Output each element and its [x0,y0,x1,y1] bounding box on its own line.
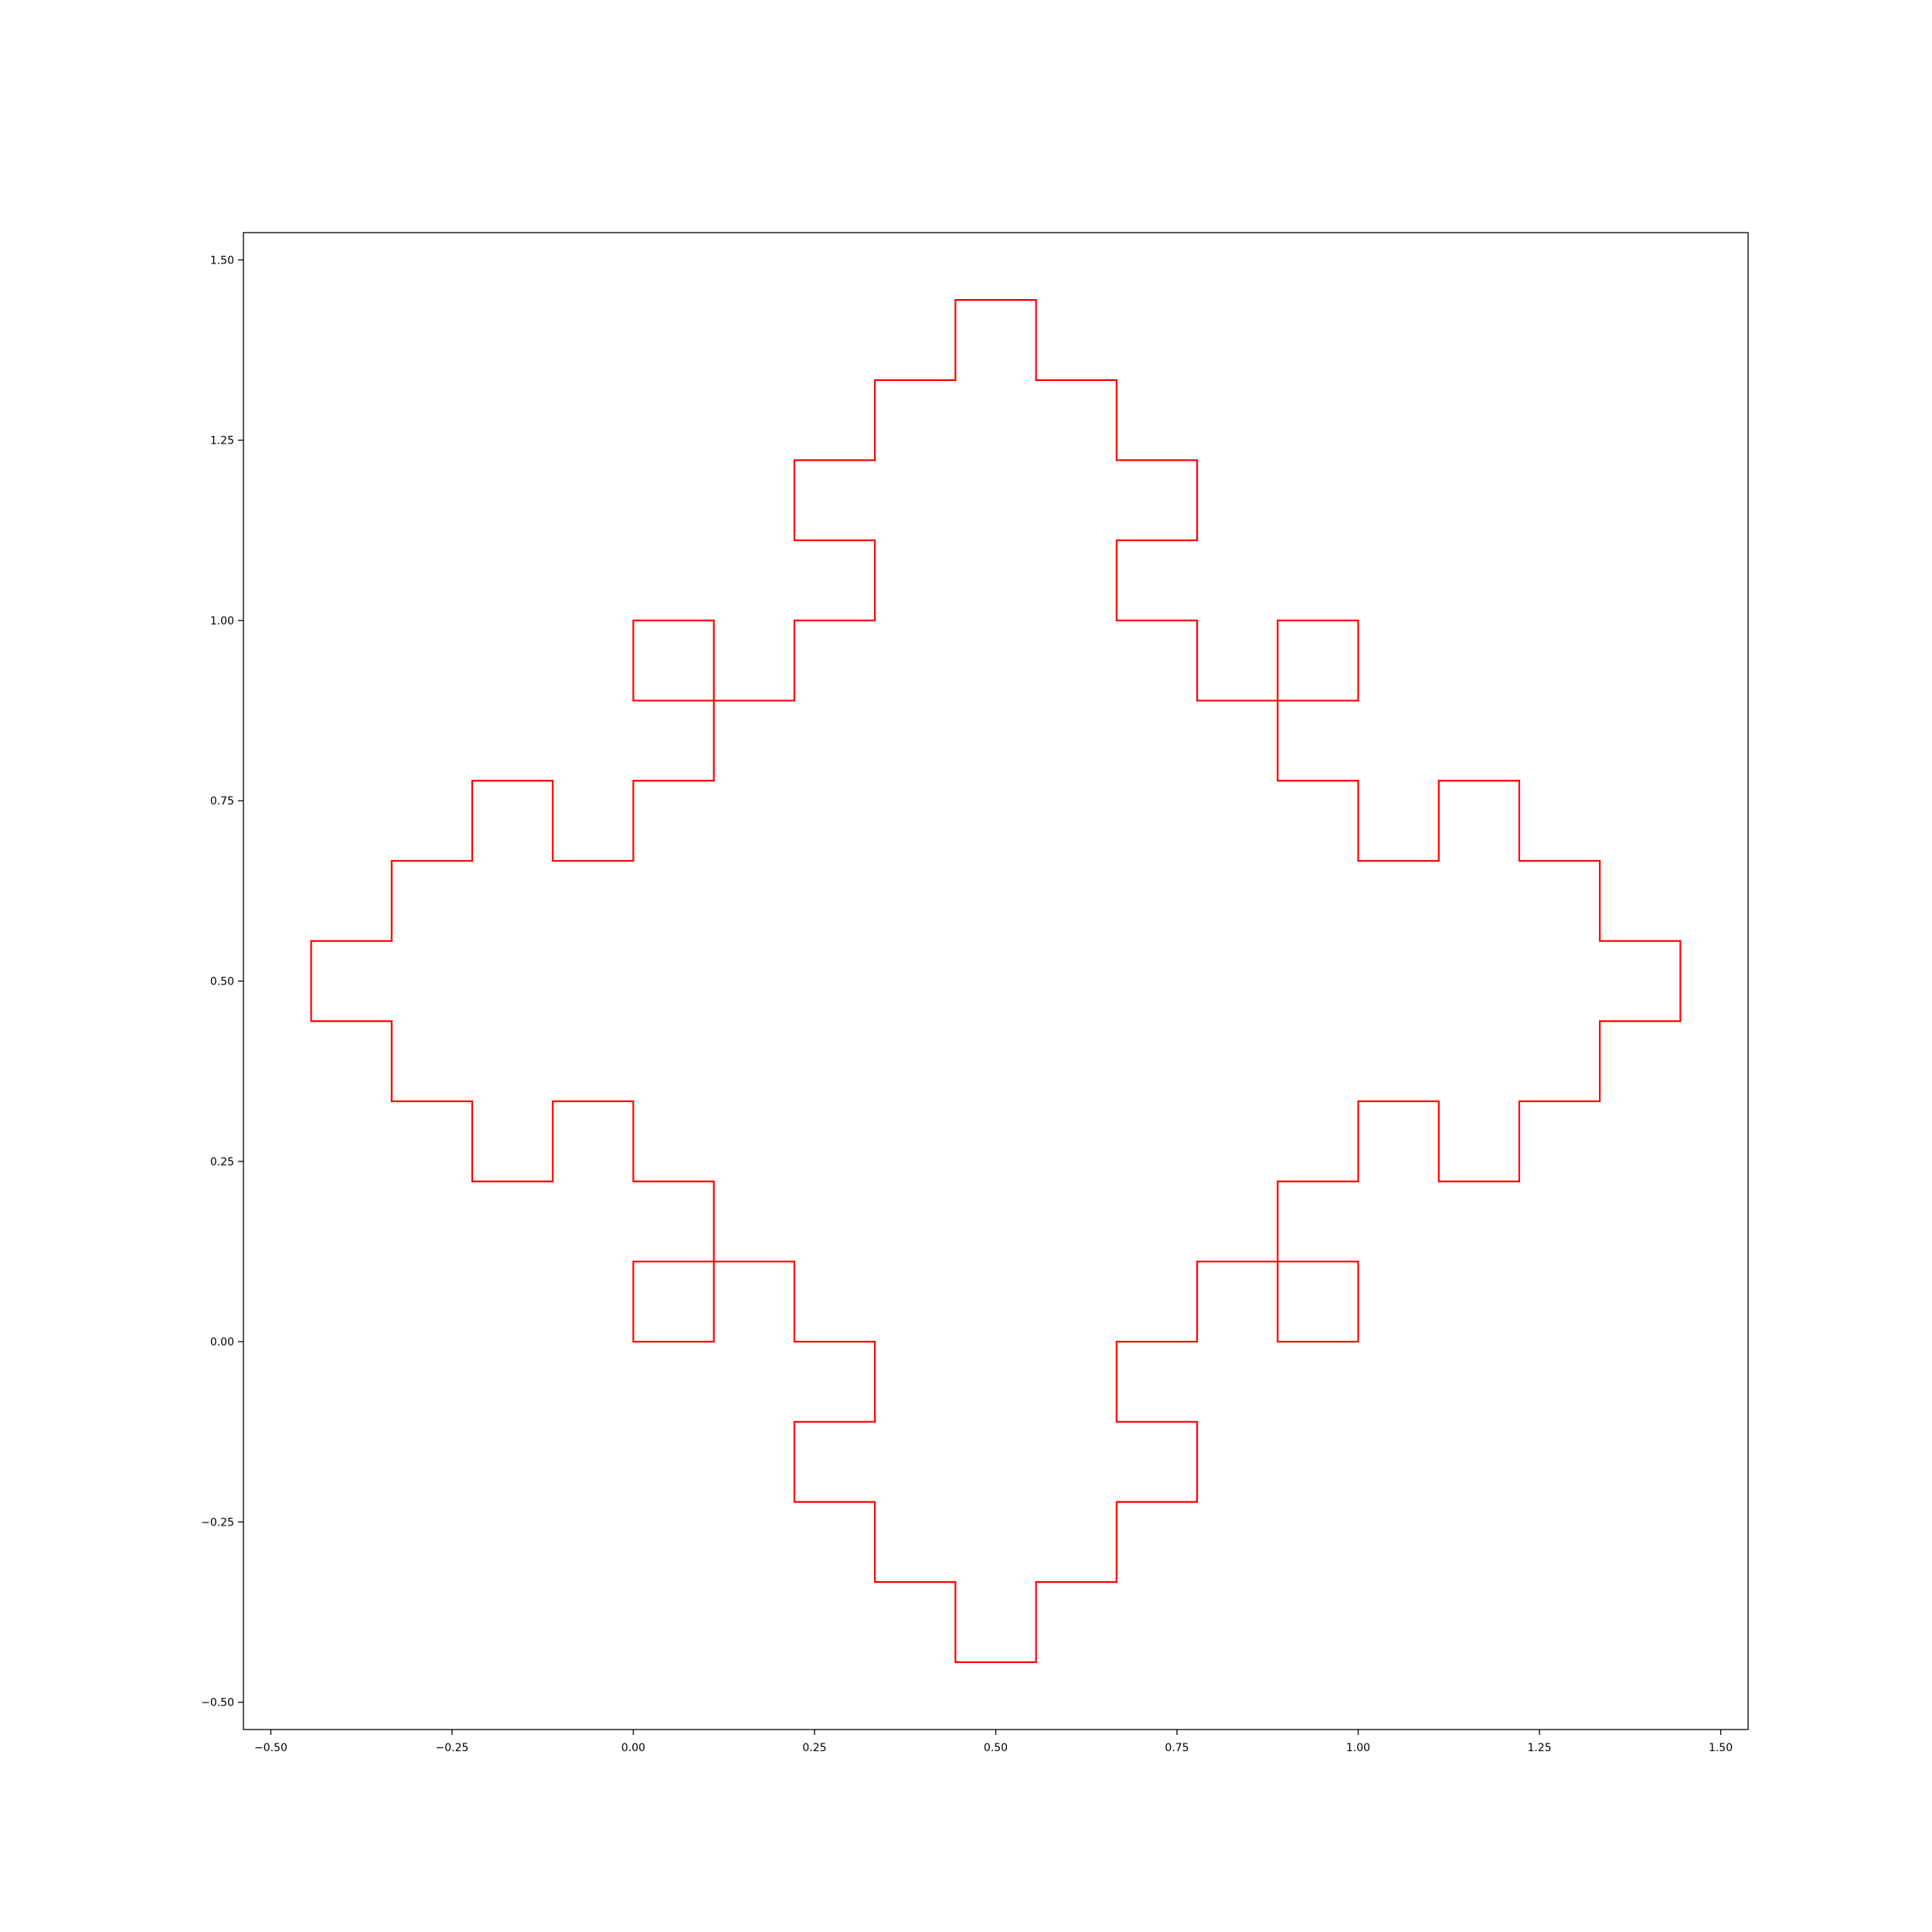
y-tick-label: −0.50 [201,1697,234,1709]
x-tick-label: 1.25 [1527,1742,1551,1754]
x-axis: −0.50 −0.25 0.00 0.25 0.50 0.75 1.00 1.25 1.50 [254,1730,1733,1754]
x-tick-label: 0.50 [984,1742,1008,1754]
y-tick-label: 0.00 [210,1336,234,1349]
x-tick-label: 0.25 [802,1742,826,1754]
y-tick-label: 1.50 [210,254,234,267]
series-line-0 [310,299,1682,1663]
y-axis: −0.50 −0.25 0.00 0.25 0.50 0.75 1.00 1.25 1.50 [201,254,243,1709]
x-tick-label: 0.75 [1165,1742,1189,1754]
y-tick-label: 1.00 [210,615,234,628]
y-tick-label: 1.25 [210,435,234,447]
y-tick-label: 0.75 [210,795,234,808]
x-tick-label: −0.50 [254,1742,287,1754]
y-tick-label: 0.25 [210,1156,234,1168]
y-tick-label: −0.25 [201,1516,234,1529]
x-tick-label: −0.25 [436,1742,469,1754]
x-tick-label: 1.50 [1709,1742,1733,1754]
x-tick-label: 1.00 [1346,1742,1370,1754]
x-tick-label: 0.00 [621,1742,645,1754]
plot-area [310,299,1682,1663]
axes-frame [243,232,1749,1730]
y-tick-label: 0.50 [210,976,234,988]
